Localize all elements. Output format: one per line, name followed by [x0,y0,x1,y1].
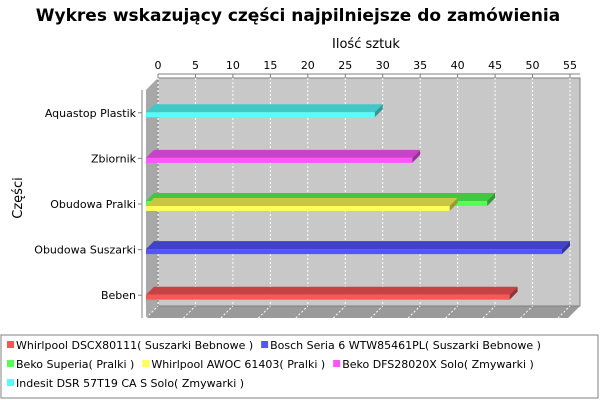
x-tick-label: 40 [451,59,465,72]
legend-swatch [7,360,14,367]
legend-swatch [7,379,14,386]
chart-title: Wykres wskazujący części najpilniejsze d… [36,6,560,26]
bar-end [487,193,496,206]
bar-end [412,149,421,163]
y-tick-label: Zbiornik [91,152,137,165]
grid-line-floor [332,305,346,319]
grid-line-floor [407,305,421,319]
x-tick-label: 45 [488,59,502,72]
legend-box [0,334,599,399]
x-tick-label: 0 [155,59,162,72]
x-tick-label: 20 [301,59,315,72]
legend-entry: Bosch Seria 6 WTW85461PL( Suszarki Bebno… [270,339,541,352]
legend-entry: Beko Superia( Pralki ) [16,358,134,371]
grid-line-floor [258,305,271,319]
bar-end [449,198,458,211]
x-tick-label: 50 [526,59,540,72]
x-tick-label: 25 [338,59,352,72]
y-tick-label: Obudowa Pralki [50,198,136,211]
x-tick-label: 10 [226,59,240,72]
grid-line-floor [183,305,196,319]
legend-entry: Indesit DSR 57T19 CA S Solo( Zmywarki ) [16,377,244,390]
bar-top [146,104,383,113]
bar [146,249,562,255]
legend: Whirlpool DSCX80111( Suszarki Bebnowe ) B… [0,334,599,399]
legend-swatch [7,341,14,348]
legend-entry: Whirlpool AWOC 61403( Pralki ) [151,358,325,371]
legend-swatch [142,360,150,367]
grid-line-floor [370,305,384,319]
plot-floor [146,306,580,318]
grid-line-floor [520,305,533,319]
grid-line-floor [445,305,458,319]
bar [146,112,375,118]
bar-end [374,104,383,118]
grid-line-floor [220,305,234,319]
legend-entry: Beko DFS28020X Solo( Zmywarki ) [342,358,534,371]
x-tick-label: 30 [376,59,390,72]
legend-entry: Whirlpool DSCX80111( Suszarki Bebnowe ) [16,339,253,352]
bar-top [146,149,421,158]
bar-end [562,241,570,255]
plot-area: 0 5 10 15 20 25 30 35 40 45 50 55 Aquastop Plastik Zb… [34,59,581,319]
x-tick-label: 35 [413,59,427,72]
grid-line-floor [145,305,159,319]
x-tick-label: 5 [192,59,199,72]
bar-top [146,241,570,250]
bar-top [146,286,518,295]
grid-line-floor [482,305,496,319]
x-tick-label: 15 [263,59,277,72]
x-tick-label: 55 [563,59,577,72]
y-tick-label: Obudowa Suszarki [34,244,136,257]
bar [146,294,510,300]
y-axis-label: Części [11,177,26,218]
bar [146,206,450,211]
y-tick-label: Aquastop Plastik [45,107,137,120]
x-axis-label: Ilość sztuk [332,37,400,52]
bar [146,157,413,163]
grid-line-floor [557,305,571,319]
y-tick-label: Beben [101,289,136,302]
legend-swatch [261,341,269,348]
grid-line-floor [295,305,309,319]
bar-top [146,198,458,206]
legend-swatch [333,360,341,367]
bar-end [509,286,518,300]
